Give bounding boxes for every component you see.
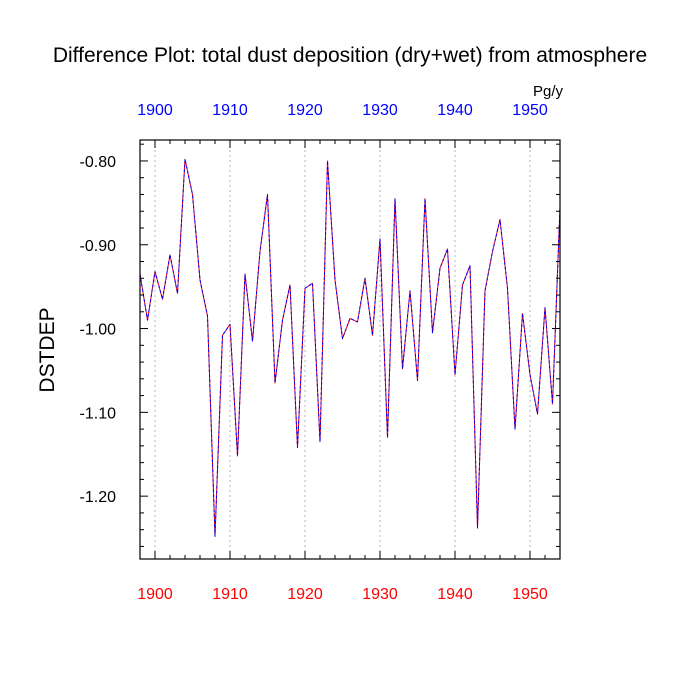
x-tick-label-bottom-1950: 1950 — [512, 586, 548, 603]
x-tick-label-bottom-1930: 1930 — [362, 586, 398, 603]
x-tick-label-top-1940: 1940 — [437, 102, 473, 119]
axes-layer — [139, 139, 561, 560]
x-tick-label-bottom-1940: 1940 — [437, 586, 473, 603]
y-tick-label-4: -1.20 — [80, 489, 117, 506]
y-axis-title: DSTDEP — [36, 307, 59, 392]
x-tick-label-bottom-1920: 1920 — [287, 586, 323, 603]
y-tick-label-3: -1.10 — [80, 405, 117, 422]
x-tick-label-top-1950: 1950 — [512, 102, 548, 119]
units-label: Pg/y — [533, 83, 564, 100]
y-tick-label-2: -1.00 — [80, 322, 117, 339]
tick-label-layer: 1900 1900 1910 1910 1920 1920 1930 1930 1940 1940… — [80, 102, 548, 603]
series-line-1 — [139, 158, 561, 537]
x-tick-label-bottom-1910: 1910 — [212, 586, 248, 603]
x-tick-label-bottom-1900: 1900 — [137, 586, 173, 603]
chart-title: Difference Plot: total dust deposition (… — [53, 44, 647, 67]
x-tick-label-top-1920: 1920 — [287, 102, 323, 119]
y-tick-label-1: -0.90 — [80, 238, 117, 255]
grid-layer — [154, 140, 531, 559]
x-tick-label-top-1910: 1910 — [212, 102, 248, 119]
series-layer — [139, 158, 561, 537]
plot-frame — [139, 139, 561, 560]
x-tick-label-top-1900: 1900 — [137, 102, 173, 119]
series-line-2 — [139, 158, 561, 537]
y-tick-label-0: -0.80 — [80, 154, 117, 171]
x-tick-label-top-1930: 1930 — [362, 102, 398, 119]
